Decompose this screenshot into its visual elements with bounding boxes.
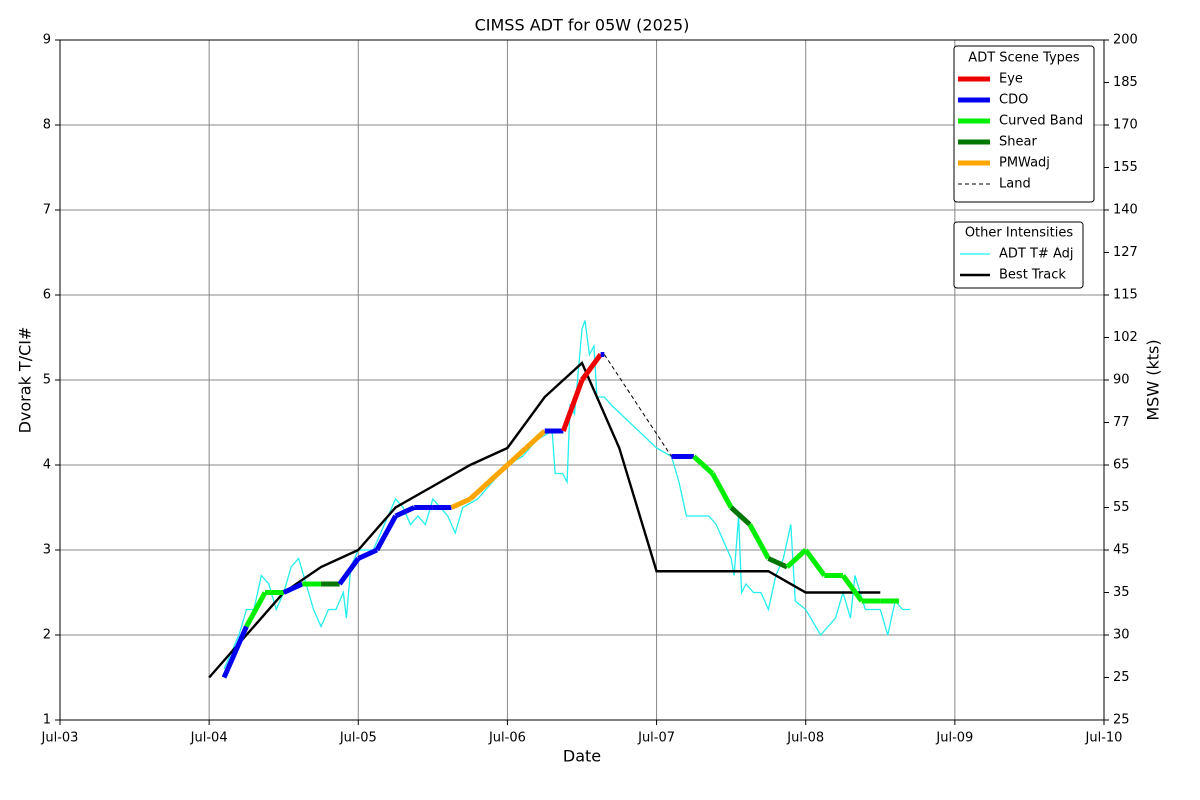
y-tick-label: 2 [43, 628, 51, 643]
x-tick-label: Jul-06 [488, 731, 526, 746]
scene-segment [785, 548, 808, 569]
x-tick-label: Jul-09 [935, 731, 973, 746]
scene-segment [840, 574, 864, 603]
y2-tick-label: 102 [1113, 330, 1138, 345]
y2-tick-label: 35 [1113, 585, 1130, 600]
y-tick-label: 4 [43, 458, 51, 473]
scene-segment [244, 591, 268, 628]
x-tick-label: Jul-07 [637, 731, 675, 746]
legend-label: ADT T# Adj [999, 247, 1073, 262]
y2-tick-label: 115 [1113, 288, 1138, 303]
x-tick-label: Jul-08 [786, 731, 824, 746]
y2-tick-label: 90 [1113, 373, 1130, 388]
y2-tick-label: 77 [1113, 415, 1130, 430]
y-tick-label: 3 [43, 543, 51, 558]
scene-segment [357, 547, 378, 561]
y2-tick-label: 200 [1113, 33, 1138, 48]
marks [208, 320, 911, 679]
scene-segment [337, 557, 361, 586]
y2-tick-label: 140 [1113, 203, 1138, 218]
y2-axis-label: MSW (kts) [1144, 339, 1163, 420]
y-tick-label: 1 [43, 713, 51, 728]
scene-segment [767, 556, 789, 570]
y2-tick-label: 170 [1113, 118, 1138, 133]
legend-label: Best Track [999, 268, 1066, 283]
legend: ADT Scene Types Eye CDO Curved Band Shear PMW… [953, 45, 1095, 289]
y-tick-label: 7 [43, 203, 51, 218]
legend-box [953, 221, 1084, 289]
legend-title: ADT Scene Types [968, 51, 1080, 66]
x-tick-label: Jul-03 [41, 731, 79, 746]
y2-tick-label: 30 [1113, 628, 1130, 643]
scene-segment [747, 523, 771, 560]
y-tick-label: 8 [43, 118, 51, 133]
legend-label: PMWadj [999, 156, 1050, 171]
y2-tick-label: 155 [1113, 160, 1138, 175]
y2-tick-label: 55 [1113, 500, 1130, 515]
y2-tick-label: 127 [1113, 245, 1138, 260]
y-tick-label: 6 [43, 288, 51, 303]
legend-label: Land [999, 177, 1031, 192]
scene-segment [468, 480, 491, 501]
scene-segment [487, 463, 510, 484]
legend-label: Shear [999, 135, 1037, 150]
legend-label: Curved Band [999, 114, 1083, 129]
y-tick-label: 5 [43, 373, 51, 388]
x-tick-label: Jul-04 [190, 731, 228, 746]
scene-segment [282, 581, 304, 595]
scene-segment [225, 625, 249, 671]
chart-title: CIMSS ADT for 05W (2025) [475, 16, 690, 35]
series-line [208, 360, 881, 679]
x-tick-label: Jul-05 [339, 731, 377, 746]
x-axis-label: Date [563, 747, 601, 766]
scene-segment [505, 446, 528, 467]
legend-title: Other Intensities [965, 226, 1074, 241]
scene-segment [729, 505, 752, 527]
scene-segment [524, 429, 547, 450]
x-tick-label: Jul-10 [1085, 731, 1123, 746]
y2-tick-label: 25 [1113, 670, 1130, 685]
y2-tick-label: 45 [1113, 543, 1130, 558]
scene-segment [450, 496, 472, 510]
y-tick-label: 9 [43, 33, 51, 48]
legend-label: CDO [999, 93, 1028, 108]
y2-tick-label: 65 [1113, 458, 1130, 473]
y2-tick-label: 185 [1113, 75, 1138, 90]
scene-segment [374, 514, 398, 552]
plot-frame [59, 39, 1105, 721]
scene-segment [561, 379, 585, 432]
legend-label: Eye [999, 72, 1023, 87]
scene-segment [579, 353, 603, 382]
scene-segment [803, 548, 827, 577]
scene-segment [710, 472, 734, 509]
y2-tick-label: 25 [1113, 713, 1130, 728]
scene-segment [394, 505, 416, 519]
scene-segment [692, 454, 715, 476]
scene-segment [221, 667, 231, 679]
land-segment [603, 354, 672, 457]
y-axis-label: Dvorak T/CI# [16, 327, 35, 434]
